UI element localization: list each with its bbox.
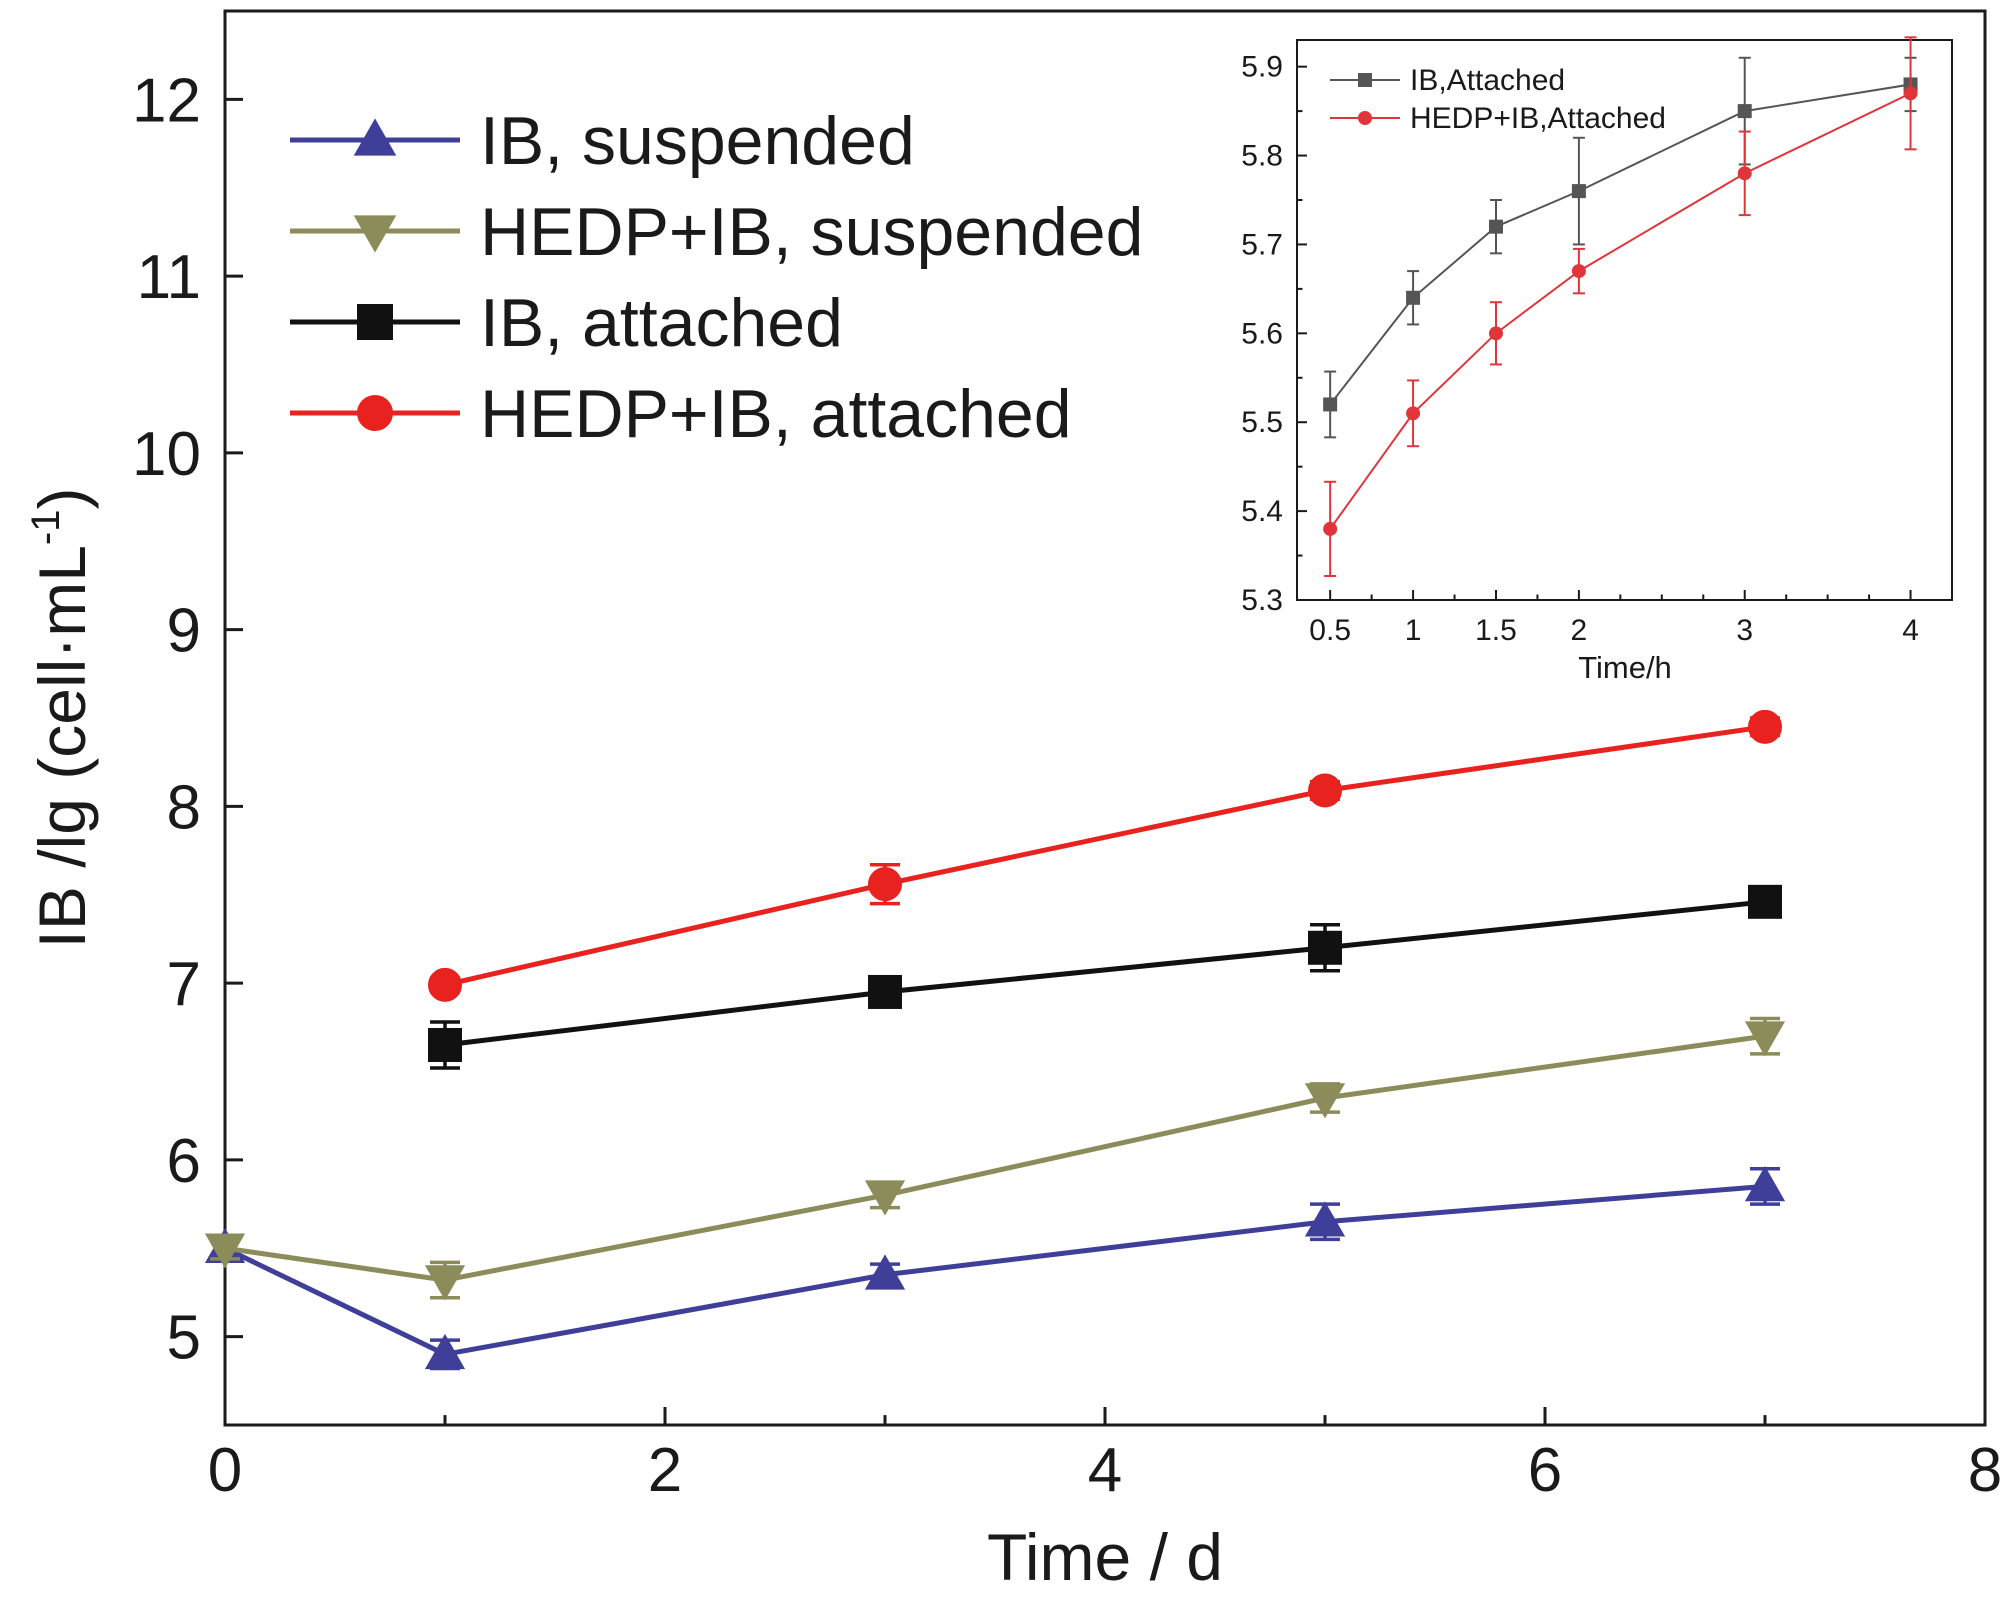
main-data-point (204, 1233, 246, 1269)
inset-series-hedp-ib-attached (1323, 36, 1918, 577)
inset-legend-item: HEDP+IB,Attached (1330, 102, 1666, 135)
main-x-axis-title: Time / d (987, 1520, 1223, 1592)
main-y-tick-label: 8 (167, 773, 201, 842)
main-series-group (204, 709, 1786, 1371)
main-y-tick-label: 10 (132, 420, 201, 489)
main-series-line (444, 899, 1766, 1048)
main-y-axis-title-superscript: -1 (24, 509, 68, 545)
inset-data-point (1571, 184, 1586, 199)
inset-x-tick-label: 4 (1902, 614, 1919, 647)
main-data-point (1304, 1083, 1346, 1119)
main-data-point (1744, 1165, 1786, 1202)
main-legend-marker (357, 395, 393, 431)
main-data-point (1308, 930, 1342, 965)
inset-data-point (1406, 406, 1421, 421)
inset-series-line (1329, 92, 1911, 530)
main-data-point (424, 1265, 466, 1301)
inset-series-ib-attached (1323, 56, 1918, 439)
main-data-point (1748, 884, 1782, 919)
main-data-point (868, 974, 902, 1009)
inset-y-tick-label: 5.4 (1241, 495, 1283, 528)
inset-x-tick-label: 0.5 (1309, 614, 1351, 647)
main-y-tick-label: 12 (132, 66, 201, 135)
inset-data-point (1323, 521, 1338, 536)
main-y-tick-label: 5 (167, 1304, 201, 1373)
main-legend-label: IB, suspended (480, 103, 915, 179)
inset-y-tick-label: 5.8 (1241, 140, 1283, 173)
main-data-point (428, 967, 462, 1002)
main-legend-label: IB, attached (480, 285, 843, 361)
main-legend-label: HEDP+IB, suspended (480, 194, 1143, 270)
inset-legend-label: IB,Attached (1410, 64, 1565, 97)
inset-plot-frame (1296, 39, 1953, 601)
inset-data-point (1737, 166, 1752, 181)
main-data-point (868, 867, 902, 902)
main-data-point (1304, 1201, 1346, 1237)
main-data-point (424, 1333, 466, 1370)
inset-data-point (1488, 219, 1503, 234)
inset-legend-marker (1358, 73, 1372, 87)
inset-x-axis-title: Time/h (1578, 650, 1672, 685)
inset-legend-item: IB,Attached (1330, 64, 1565, 97)
main-series-hedp-ib-attached (428, 709, 1782, 1002)
inset-axes: 0.5 1 1.5 2 3 4 5.3 5.4 5.5 5.6 5.7 5.8 5.9 (1241, 51, 1919, 647)
main-y-tick-label: 11 (137, 243, 201, 312)
main-series-ib-attached (428, 884, 1782, 1070)
main-y-tick-label: 9 (167, 597, 201, 666)
main-x-tick-label: 6 (1528, 1436, 1562, 1505)
main-legend: IB, suspended HEDP+IB, suspended IB, attac… (290, 103, 1143, 452)
main-legend-item: HEDP+IB, attached (290, 376, 1072, 452)
main-legend-marker (357, 304, 393, 340)
inset-legend-label: HEDP+IB,Attached (1410, 102, 1666, 135)
main-y-axis-title-text: IB /lg (cell·mL (25, 545, 99, 948)
inset-legend: IB,Attached HEDP+IB,Attached (1330, 64, 1666, 135)
inset-data-point (1323, 397, 1338, 412)
inset-x-tick-label: 1.5 (1475, 614, 1517, 647)
main-data-point (1308, 773, 1342, 808)
main-series-line (224, 1033, 1766, 1283)
inset-data-point (1406, 290, 1421, 305)
main-data-point (428, 1027, 462, 1062)
main-x-tick-label: 8 (1968, 1436, 2002, 1505)
main-y-tick-label: 6 (167, 1127, 201, 1196)
inset-y-tick-label: 5.6 (1241, 317, 1283, 350)
inset-data-point (1737, 104, 1752, 119)
inset-data-point (1571, 264, 1586, 279)
main-legend-label: HEDP+IB, attached (480, 376, 1072, 452)
inset-x-tick-label: 1 (1405, 614, 1422, 647)
main-series-line (444, 724, 1766, 988)
inset-series-line (1329, 83, 1911, 406)
main-legend-item: IB, attached (290, 285, 843, 361)
inset-series-group (1323, 36, 1918, 577)
inset-legend-marker (1358, 111, 1372, 125)
main-x-tick-label: 4 (1088, 1436, 1122, 1505)
main-y-tick-label: 7 (167, 950, 201, 1019)
inset-x-tick-label: 3 (1736, 614, 1753, 647)
inset-x-tick-label: 2 (1571, 614, 1588, 647)
main-data-point (1748, 709, 1782, 744)
main-x-tick-label: 2 (648, 1436, 682, 1505)
main-legend-item: HEDP+IB, suspended (290, 194, 1143, 270)
main-data-point (864, 1254, 906, 1290)
main-y-axis-title: IB /lg (cell·mL-1) (24, 488, 99, 949)
main-series-hedp-ib-suspended (204, 1016, 1786, 1301)
inset-y-tick-label: 5.5 (1241, 406, 1283, 439)
main-legend-marker (353, 215, 397, 253)
inset-y-tick-label: 5.7 (1241, 228, 1283, 261)
inset-y-tick-label: 5.9 (1241, 51, 1283, 84)
main-legend-item: IB, suspended (290, 103, 915, 179)
main-x-tick-label: 0 (208, 1436, 242, 1505)
inset-data-point (1903, 86, 1918, 101)
main-legend-marker (353, 118, 397, 156)
inset-y-tick-label: 5.3 (1241, 584, 1283, 617)
main-data-point (1744, 1021, 1786, 1057)
main-data-point (864, 1180, 906, 1216)
main-y-axis-title-close: ) (25, 488, 99, 510)
inset-data-point (1488, 326, 1503, 341)
